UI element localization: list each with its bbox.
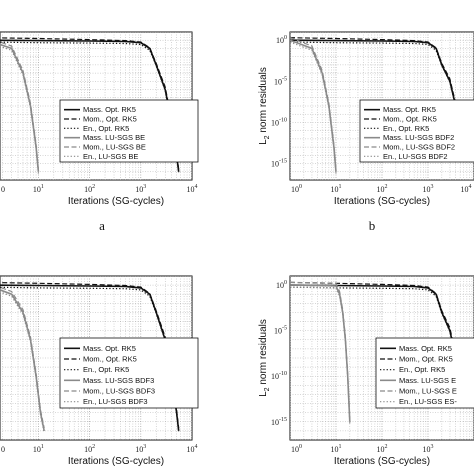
legend-entry: En., Opt. RK5 (83, 365, 129, 374)
series-line (0, 286, 45, 429)
series-line (290, 41, 461, 124)
series-line (290, 37, 461, 121)
x-tick-label: 104 (187, 444, 198, 454)
x-tick-label: 103 (423, 184, 434, 194)
legend-entry: Mass. Opt. RK5 (383, 105, 436, 114)
legend-entry: Mass. Opt. RK5 (399, 344, 452, 353)
series-line (0, 282, 180, 429)
legend-entry: En., LU-SGS BDF2 (383, 152, 448, 161)
series-group (290, 37, 461, 174)
x-axis-label: Iterations (SG-cycles) (68, 456, 164, 467)
y-tick-label: 10-15 (271, 159, 287, 169)
x-tick-label: 102 (377, 444, 388, 454)
x-tick-label: 104 (187, 184, 198, 194)
legend-entry: Mass. Opt. RK5 (83, 344, 136, 353)
y-tick-label: 10-10 (271, 117, 287, 127)
x-tick-label: 101 (33, 184, 44, 194)
legend-entry: Mass. LU-SGS BDF3 (83, 376, 154, 385)
legend-entry: En., LU-SGS BDF3 (83, 397, 148, 406)
legend-entry: En., LU-SGS BE (83, 152, 138, 161)
legend-entry: En., Opt. RK5 (83, 124, 129, 133)
x-tick-label: 101 (33, 444, 44, 454)
legend-entry: En., Opt. RK5 (383, 124, 429, 133)
legend-box (59, 99, 199, 163)
legend-box (375, 337, 474, 409)
y-tick-label: 10-10 (271, 371, 287, 381)
panel-label: a (99, 218, 105, 233)
x-axis-label: Iterations (SG-cycles) (334, 456, 430, 467)
legend-entry: En., Opt. RK5 (399, 365, 445, 374)
series-line (0, 41, 39, 170)
legend-box (59, 337, 199, 409)
x-tick-label: 103 (135, 444, 146, 454)
legend-entry: Mom., LU-SGS BDF3 (83, 387, 155, 396)
legend-entry: Mom., Opt. RK5 (399, 355, 453, 364)
series-line (290, 286, 461, 378)
legend-entry: En., LU-SGS ES- (399, 397, 457, 406)
x-tick-label: 100 (291, 184, 302, 194)
panel-label: b (369, 218, 376, 233)
legend-entry: Mass. LU-SGS E (399, 376, 456, 385)
x-tick-label: 101 (331, 184, 342, 194)
x-tick-label: 101 (331, 444, 342, 454)
y-tick-label: 10-15 (271, 417, 287, 427)
legend-entry: Mom., LU-SGS E (399, 387, 457, 396)
series-line (290, 37, 337, 170)
series-line (0, 291, 45, 434)
series-line (0, 45, 39, 174)
x-tick-label: 102 (84, 184, 95, 194)
panel-d: 100 101 102 103 100 10-5 10-10 10-15 Iterations … (258, 275, 474, 467)
panel-b: 100 101 102 103 104 100 10-5 10-10 10-15 Iteratio… (258, 31, 474, 233)
legend-entry: Mom., LU-SGS BE (83, 143, 146, 152)
panel-a: 0 101 102 103 104 Iterations (SG-cycles) a Mass… (0, 31, 199, 233)
y-axis-label: L2 norm residuals (258, 67, 271, 145)
y-tick-label: 10-5 (274, 76, 287, 86)
x-tick-label: 103 (135, 184, 146, 194)
series-line (290, 281, 351, 420)
y-tick-label: 100 (276, 280, 287, 290)
series-line (290, 41, 337, 174)
x-tick-label: 102 (84, 444, 95, 454)
legend-entry: Mass. LU-SGS BDF2 (383, 133, 454, 142)
x-axis-label: Iterations (SG-cycles) (68, 196, 164, 207)
legend-entry: Mom., Opt. RK5 (383, 115, 437, 124)
y-tick-label: 10-5 (274, 326, 287, 336)
legend-entry: Mom., Opt. RK5 (83, 115, 137, 124)
x-tick-label: 0 (1, 185, 5, 194)
y-tick-label: 100 (276, 35, 287, 45)
x-tick-label: 102 (377, 184, 388, 194)
x-tick-label: 0 (1, 445, 5, 454)
legend-entry: Mom., LU-SGS BDF2 (383, 143, 455, 152)
x-tick-label: 104 (461, 184, 472, 194)
legend-entry: Mom., Opt. RK5 (83, 355, 137, 364)
x-tick-label: 103 (423, 444, 434, 454)
x-tick-label: 100 (291, 444, 302, 454)
x-axis-label: Iterations (SG-cycles) (334, 196, 430, 207)
legend-entry: Mass. Opt. RK5 (83, 105, 136, 114)
legend-entry: Mass. LU-SGS BE (83, 133, 145, 142)
y-axis-label: L2 norm residuals (258, 319, 271, 397)
